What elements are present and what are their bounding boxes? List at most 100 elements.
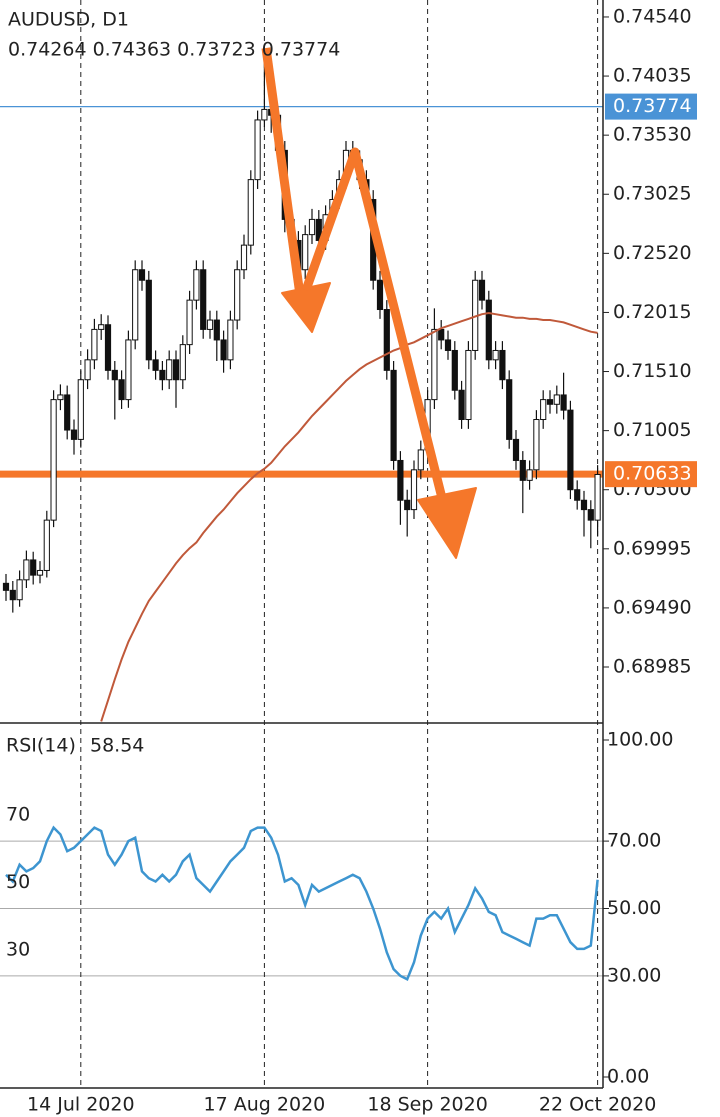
candle-body bbox=[302, 234, 309, 271]
candle-body bbox=[390, 369, 397, 461]
candle-body bbox=[451, 349, 458, 391]
y-tick-label: 0.69995 bbox=[613, 537, 692, 559]
candle-body bbox=[492, 349, 499, 361]
candle-body bbox=[478, 279, 486, 301]
candle-body bbox=[438, 328, 445, 341]
y-tick-label: 0.74540 bbox=[613, 5, 692, 27]
y-tick-label: 0.73025 bbox=[613, 183, 692, 205]
candle-body bbox=[533, 419, 540, 471]
rsi-tick-label: 50.00 bbox=[607, 897, 661, 919]
candle-body bbox=[560, 394, 567, 411]
candle-body bbox=[247, 179, 254, 246]
chart-title: AUDUSD, D1 bbox=[8, 9, 129, 31]
candle-body bbox=[376, 279, 384, 311]
candle-body bbox=[125, 339, 132, 401]
candle-body bbox=[145, 279, 152, 361]
candle-body bbox=[70, 429, 78, 440]
candle-body bbox=[91, 328, 98, 361]
rsi-tick-label: 0.00 bbox=[607, 1066, 649, 1088]
candle-body bbox=[546, 399, 554, 405]
candle-body bbox=[111, 369, 118, 381]
rsi-tick-label: 100.00 bbox=[607, 729, 673, 751]
arrow-shaft bbox=[261, 47, 305, 296]
moving-average bbox=[100, 311, 598, 722]
candle-body bbox=[485, 299, 492, 361]
y-tick-label: 0.68985 bbox=[613, 656, 692, 678]
candle-body bbox=[206, 319, 214, 330]
x-tick-label: 14 Jul 2020 bbox=[27, 1094, 135, 1116]
rsi-level-label: 70 bbox=[6, 804, 30, 826]
arrow-head bbox=[417, 487, 477, 559]
candle-body bbox=[417, 449, 424, 471]
candle-body bbox=[57, 394, 64, 401]
candle-body bbox=[84, 359, 91, 381]
candle-body bbox=[567, 409, 574, 491]
rsi-value: 58.54 bbox=[90, 735, 144, 757]
arrow-shaft bbox=[301, 147, 450, 512]
candle-body bbox=[220, 339, 227, 361]
annotation-arrows bbox=[261, 47, 477, 559]
y-tick-label: 0.71005 bbox=[613, 419, 692, 441]
candle-body bbox=[152, 359, 159, 371]
y-tick-label: 0.69490 bbox=[613, 596, 692, 618]
y-tick-label: 0.73530 bbox=[613, 124, 692, 146]
rsi-level-label: 50 bbox=[6, 871, 30, 893]
candle-body bbox=[64, 394, 71, 431]
candle-body bbox=[553, 394, 560, 405]
candle-body bbox=[77, 379, 84, 440]
candle-body bbox=[404, 499, 411, 511]
candle-body bbox=[540, 399, 547, 421]
candle-body bbox=[172, 359, 180, 381]
x-tick-label: 18 Sep 2020 bbox=[367, 1094, 487, 1116]
candle-body bbox=[200, 269, 207, 330]
price-label-box bbox=[605, 93, 697, 120]
candle-body bbox=[9, 589, 16, 601]
rsi-tick-label: 70.00 bbox=[607, 830, 661, 852]
candle-body bbox=[2, 582, 10, 591]
labels-layer: 0.74540 0.74035 0.73530 0.73025 0.72520 0.720… bbox=[6, 5, 697, 1116]
candle-body bbox=[227, 319, 234, 361]
candle-body bbox=[132, 269, 139, 341]
candle-body bbox=[594, 474, 601, 521]
candle-body bbox=[458, 389, 465, 421]
candle-body bbox=[43, 519, 50, 571]
candle-body bbox=[193, 269, 200, 301]
candle-body bbox=[16, 579, 23, 601]
candle-body bbox=[315, 218, 322, 241]
rsi-line bbox=[5, 825, 599, 982]
price-label: 0.70633 bbox=[613, 463, 692, 485]
y-tick-label: 0.71510 bbox=[613, 360, 692, 382]
x-tick-label: 22 Oct 2020 bbox=[539, 1094, 656, 1116]
candle-body bbox=[587, 509, 594, 521]
candle-body bbox=[186, 299, 193, 346]
candle-body bbox=[526, 469, 533, 481]
y-tick-label: 0.74035 bbox=[613, 65, 692, 87]
candle-body bbox=[410, 469, 418, 511]
candle-body bbox=[23, 559, 30, 581]
ohlc-value: 0.74264 bbox=[8, 39, 87, 61]
candle-body bbox=[36, 569, 44, 576]
rsi-level-label: 30 bbox=[6, 938, 30, 960]
candle-body bbox=[465, 349, 472, 421]
ohlc-value: 0.73723 bbox=[177, 39, 256, 61]
ohlc-value: 0.73774 bbox=[262, 39, 341, 61]
candle-body bbox=[159, 369, 166, 381]
candle-body bbox=[580, 499, 588, 511]
candle-body bbox=[431, 328, 438, 401]
rsi-name: RSI(14) bbox=[6, 735, 76, 757]
candle-body bbox=[397, 459, 404, 501]
candle-body bbox=[30, 559, 37, 576]
candle-body bbox=[261, 108, 268, 121]
candle-body bbox=[512, 438, 520, 461]
x-tick-label: 17 Aug 2020 bbox=[204, 1094, 326, 1116]
candle-body bbox=[519, 459, 526, 481]
grid-layer bbox=[0, 0, 609, 1088]
ohlc-value: 0.74363 bbox=[93, 39, 172, 61]
candle-body bbox=[499, 349, 506, 381]
candle-body bbox=[213, 319, 220, 341]
candle-body bbox=[234, 269, 241, 321]
rsi-tick-label: 30.00 bbox=[607, 964, 661, 986]
candle-body bbox=[506, 379, 513, 440]
price-label: 0.73774 bbox=[613, 95, 692, 117]
candle-body bbox=[118, 379, 125, 401]
